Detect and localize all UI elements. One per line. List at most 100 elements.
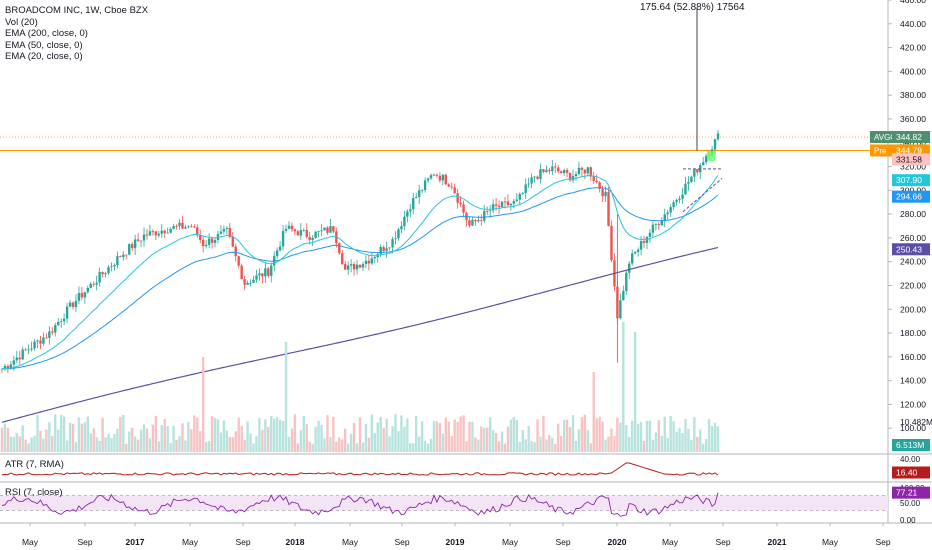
volume-bar [601,421,604,452]
volume-bar [568,427,572,452]
price-label-2-bg [892,153,930,166]
candle-body [503,201,507,203]
measure-label: 175.64 (52.88%) 17564 [640,2,745,13]
candle-body [450,186,453,188]
candle-body [187,226,190,228]
volume-bar [107,433,110,452]
volume-bar [275,417,279,452]
volume-bar [338,437,341,452]
candle-body [119,256,122,258]
candle-body [190,226,193,228]
volume-bar [290,428,294,452]
candle-body [527,183,530,185]
volume-bar [287,437,291,452]
candle-body [639,241,643,250]
candle-body [630,253,634,264]
candle-body [139,240,143,242]
candle-body [142,234,146,241]
candle-body [101,271,104,275]
volume-bar [187,421,190,452]
rsi-tick-label: 50.00 [900,499,921,508]
volume-bar [160,425,163,452]
volume-bar [237,417,240,452]
candle-body [293,229,297,232]
candle-body [42,337,45,344]
volume-bar [157,441,161,452]
price-tick-label: 220.00 [900,280,926,290]
volume-bar [267,426,270,452]
price-label-3-bg [892,174,930,187]
price-tick-label: 160.00 [900,352,926,362]
candle-body [207,238,211,245]
price-label-3-text: 307.90 [896,175,922,185]
volume-bar [423,440,427,452]
candle-body [201,239,205,247]
candle-body [18,357,21,360]
candle-body [370,258,374,264]
volume-bar [483,427,486,452]
volume-bar [169,443,172,452]
volume-bar [696,436,699,452]
candle-body [225,227,229,229]
volume-bar [450,436,453,452]
volume-bar [412,443,415,452]
candle-body [160,230,163,234]
volume-bar [272,418,276,452]
volume-bar [577,429,581,452]
volume-bar [332,416,335,452]
time-tick-label: May [662,537,679,547]
volume-bar [261,429,264,452]
candle-body [12,360,16,365]
volume-bar [104,437,107,452]
volume-bar [628,436,631,452]
volume-bar [687,428,690,452]
volume-bar [314,426,317,452]
volume-bar [122,415,125,452]
candle-body [361,264,365,268]
volume-bar [51,435,54,452]
candle-body [468,220,471,226]
volume-bar [613,436,616,452]
volume-bar [36,415,39,452]
volume-bar [539,436,542,452]
candle-body [542,169,545,172]
legend-ema200: EMA (200, close, 0) [5,28,88,39]
volume-bar [690,439,693,452]
volume-bar [12,436,16,452]
candle-body [130,244,134,249]
price-tick-label: 260.00 [900,233,926,243]
price-label-0-bg [892,131,930,144]
candle-body [252,279,255,283]
volume-bar [630,420,634,452]
candle-body [506,201,510,206]
candle-body [571,176,575,181]
candle-body [426,178,430,181]
volume-bar [59,414,63,452]
volume-bar [311,443,314,452]
price-tick-label: 360.00 [900,114,926,124]
candle-body [607,191,610,226]
volume-bar [533,442,536,452]
volume-bar [512,416,516,452]
candle-body [580,167,584,170]
candle-body [302,229,305,231]
price-label-0: AVGO 344.82 [870,131,930,144]
volume-bar [429,438,433,452]
volume-bar [133,436,137,452]
candle-body [420,190,424,191]
candle-body [642,241,646,243]
candle-body [456,193,459,203]
candle-body [545,169,548,172]
candle-body [213,240,217,243]
volume-bar [551,437,554,452]
candle-body [30,348,33,350]
volume-bar [293,414,297,452]
volume-bar [530,440,533,452]
volume-bar [80,423,84,452]
candle-body [222,228,226,232]
candle-body [681,194,684,199]
candle-body [219,231,223,234]
candle-body [151,231,155,233]
price-label-4: 294.66 [892,190,930,203]
